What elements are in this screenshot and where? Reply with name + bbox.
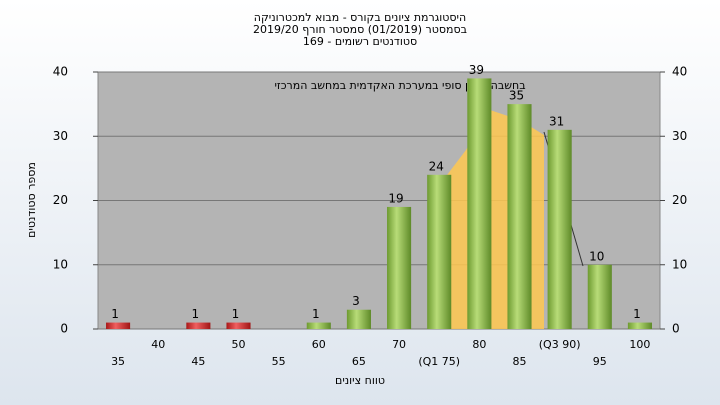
- y-tick-label: 40: [53, 65, 68, 79]
- bar: [306, 322, 331, 329]
- x-tick-label: 95: [593, 355, 607, 368]
- bar: [346, 309, 371, 329]
- annotation: בחשבה : ציון סופי במערכת האקדמית במחשב ה…: [274, 79, 525, 92]
- y2-tick-label: 20: [672, 193, 687, 207]
- value-label: 1: [633, 307, 641, 321]
- value-label: 31: [549, 114, 564, 128]
- x-tick-label: 45: [191, 355, 205, 368]
- bar: [547, 129, 572, 329]
- x-tick-label: (Q3 90): [539, 338, 581, 351]
- x-tick-label: 60: [312, 338, 326, 351]
- y-tick-label: 30: [53, 129, 68, 143]
- y2-tick-label: 0: [672, 322, 680, 336]
- x-tick-label: 100: [629, 338, 650, 351]
- chart-subtitle: בסמסטר (01/2019) סמסטר חורף 2019/20: [253, 23, 467, 36]
- y-tick-label: 20: [53, 193, 68, 207]
- chart-subtitle: סטודנטים רשומים - 169: [303, 35, 417, 48]
- y2-tick-label: 40: [672, 65, 687, 79]
- value-label: 39: [469, 63, 484, 77]
- x-tick-label: 50: [232, 338, 246, 351]
- bar: [427, 174, 452, 329]
- x-tick-label: 70: [392, 338, 406, 351]
- value-label: 35: [509, 89, 524, 103]
- x-tick-label: 40: [151, 338, 165, 351]
- bar: [226, 322, 251, 329]
- x-tick-label: 85: [513, 355, 527, 368]
- bar: [627, 322, 652, 329]
- value-label: 1: [232, 307, 240, 321]
- bar: [467, 78, 492, 329]
- x-axis-label: טווח ציונים: [335, 374, 385, 387]
- x-tick-label: (Q1 75): [418, 355, 460, 368]
- value-label: 1: [111, 307, 119, 321]
- y-tick-label: 10: [53, 257, 68, 271]
- x-tick-label: 35: [111, 355, 125, 368]
- x-tick-label: 65: [352, 355, 366, 368]
- value-label: 10: [589, 249, 604, 263]
- value-label: 1: [312, 307, 320, 321]
- value-label: 1: [192, 307, 200, 321]
- x-tick-label: 55: [272, 355, 286, 368]
- bar: [507, 104, 532, 329]
- bar: [387, 206, 412, 329]
- y-tick-label: 0: [60, 322, 68, 336]
- bar: [186, 322, 211, 329]
- y2-tick-label: 10: [672, 257, 687, 271]
- x-tick-label: 80: [472, 338, 486, 351]
- y-axis-label: מספר סטודנטים: [25, 162, 38, 238]
- value-label: 19: [388, 191, 403, 205]
- value-label: 24: [429, 159, 444, 173]
- chart-title: היסטוגרמת ציונים בקורס - מבוא למכטרוניקה: [254, 11, 466, 24]
- bar: [587, 264, 612, 329]
- y2-tick-label: 30: [672, 129, 687, 143]
- value-label: 3: [352, 294, 360, 308]
- bar: [106, 322, 131, 329]
